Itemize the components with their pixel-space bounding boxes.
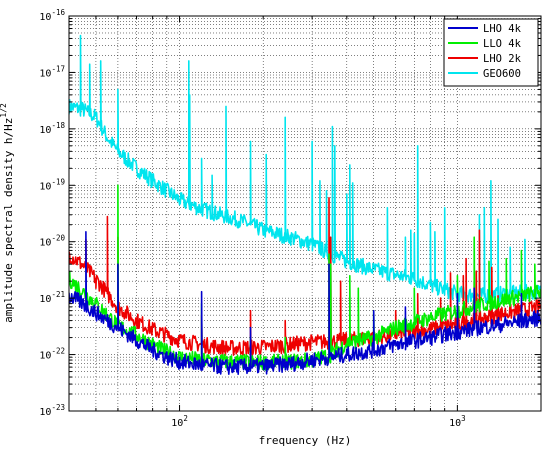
x-axis-label: frequency (Hz) <box>259 434 352 447</box>
y-tick-label: 10-17 <box>39 64 65 79</box>
y-tick-label: 10-21 <box>39 290 65 305</box>
plot-frame <box>68 15 542 412</box>
y-tick-label: 10-22 <box>39 347 65 362</box>
tick-labels: 102 103 10-16 10-17 10-18 10-19 10-20 10-21 10-2… <box>39 8 465 429</box>
y-axis-label: amplitude spectral density h/Hz1/2 <box>0 103 15 323</box>
legend-label: LHO 2k <box>483 53 522 65</box>
legend-label: LHO 4k <box>483 23 522 35</box>
legend-label: LLO 4k <box>483 38 522 50</box>
y-axis-label-sup: 1/2 <box>0 103 8 118</box>
y-tick-label: 10-20 <box>39 234 65 249</box>
legend-label: GEO600 <box>483 68 521 80</box>
series-line <box>69 231 541 375</box>
series-lho-4k <box>69 231 541 375</box>
y-tick-label: 10-16 <box>39 8 65 23</box>
x-tick-label: 103 <box>449 414 466 429</box>
y-tick-label: 10-23 <box>39 403 65 418</box>
x-tick-label: 102 <box>171 414 188 429</box>
series-layer <box>69 34 541 375</box>
legend-box <box>443 18 539 87</box>
y-axis-label-group: amplitude spectral density h/Hz1/2 <box>0 103 15 323</box>
legend: LHO 4k LLO 4k LHO 2k GEO600 <box>443 18 539 87</box>
y-axis-label-main: amplitude spectral density h/Hz <box>2 118 15 323</box>
y-tick-label: 10-18 <box>39 121 65 136</box>
y-tick-label: 10-19 <box>39 177 65 192</box>
